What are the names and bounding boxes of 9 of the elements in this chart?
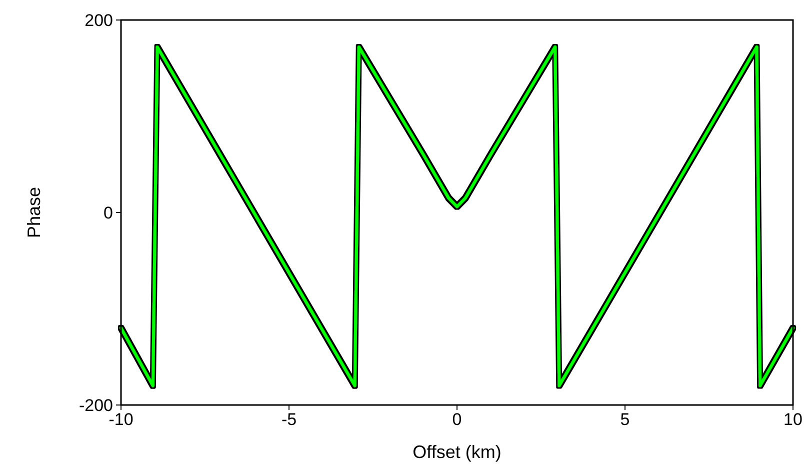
x-tick-label: -5 xyxy=(281,410,297,429)
line-series xyxy=(120,45,794,388)
x-axis-title: Offset (km) xyxy=(412,442,502,462)
y-tick-label: 0 xyxy=(104,203,113,222)
x-tick-label: 0 xyxy=(452,410,462,429)
x-tick-label: 5 xyxy=(620,410,630,429)
y-axis-title: Phase xyxy=(24,186,44,238)
x-tick-label: 10 xyxy=(784,410,802,429)
y-tick-label: 200 xyxy=(84,10,113,30)
